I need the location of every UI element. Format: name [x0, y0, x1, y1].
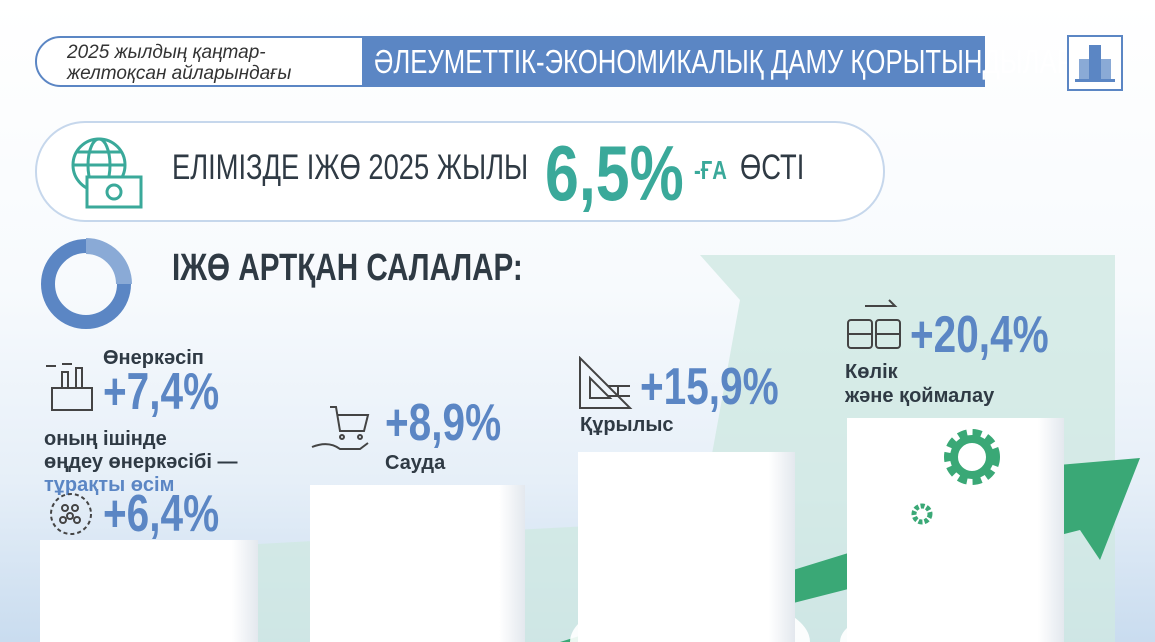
bar-industry: [40, 540, 258, 642]
cycle-icon: [50, 493, 92, 535]
sector-value-trade: +8,9%: [385, 394, 502, 452]
bar-construction: [578, 452, 795, 642]
logo-icon: [1067, 35, 1123, 91]
manufacturing-note: оның ішінде өңдеу өнеркәсібі — тұрақты ө…: [44, 428, 237, 497]
sector-label-trade: Сауда: [385, 452, 446, 474]
small-gear-icon: [911, 503, 933, 525]
sector-value-transport: +20,4%: [910, 306, 1049, 364]
gdp-panel: [35, 121, 885, 222]
transport-icon: [847, 299, 901, 349]
construction-icon: [579, 356, 633, 409]
sector-value-construction: +15,9%: [640, 358, 779, 416]
gdp-suffix: -ҒА: [694, 155, 727, 185]
globe-money-icon: [71, 137, 143, 209]
manufacturing-value: +6,4%: [103, 485, 220, 543]
note-line2: өңдеу өнеркәсібі —: [44, 451, 238, 473]
gdp-value: 6,5%: [545, 129, 684, 217]
period-text: 2025 жылдың қаңтар- желтоқсан айларындағ…: [67, 42, 292, 84]
sector-value-industry: +7,4%: [103, 363, 220, 421]
green-arrow-shape: [560, 458, 1140, 642]
note-line1: оның ішінде: [44, 428, 167, 450]
section-title: ІЖӨ АРТҚАН САЛАЛАР:: [172, 247, 523, 289]
cart-hand-icon: [311, 406, 370, 450]
sector-label-construction: Құрылыс: [580, 414, 674, 436]
gdp-verb: ӨСТІ: [740, 148, 805, 187]
sector-label-industry: Өнеркәсіп: [103, 347, 204, 369]
title-banner: ӘЛЕУМЕТТІК-ЭКОНОМИКАЛЫҚ ДАМУ ҚОРЫТЫНДЫЛА…: [362, 36, 1097, 87]
donut-icon: [41, 238, 132, 329]
gear-icon: [944, 429, 1000, 485]
sector-label-transport: Көлік және қоймалау: [845, 361, 995, 407]
page-title: ӘЛЕУМЕТТІК-ЭКОНОМИКАЛЫҚ ДАМУ ҚОРЫТЫНДЫЛА…: [374, 43, 1097, 80]
gdp-text: ЕЛІМІЗДЕ ІЖӨ 2025 ЖЫЛЫ: [172, 148, 529, 187]
note-line3: тұрақты өсім: [44, 474, 175, 496]
bar-trade: [310, 485, 525, 642]
period-label: 2025 жылдың қаңтар- желтоқсан айларындағ…: [35, 36, 375, 87]
factory-icon: [46, 363, 93, 411]
